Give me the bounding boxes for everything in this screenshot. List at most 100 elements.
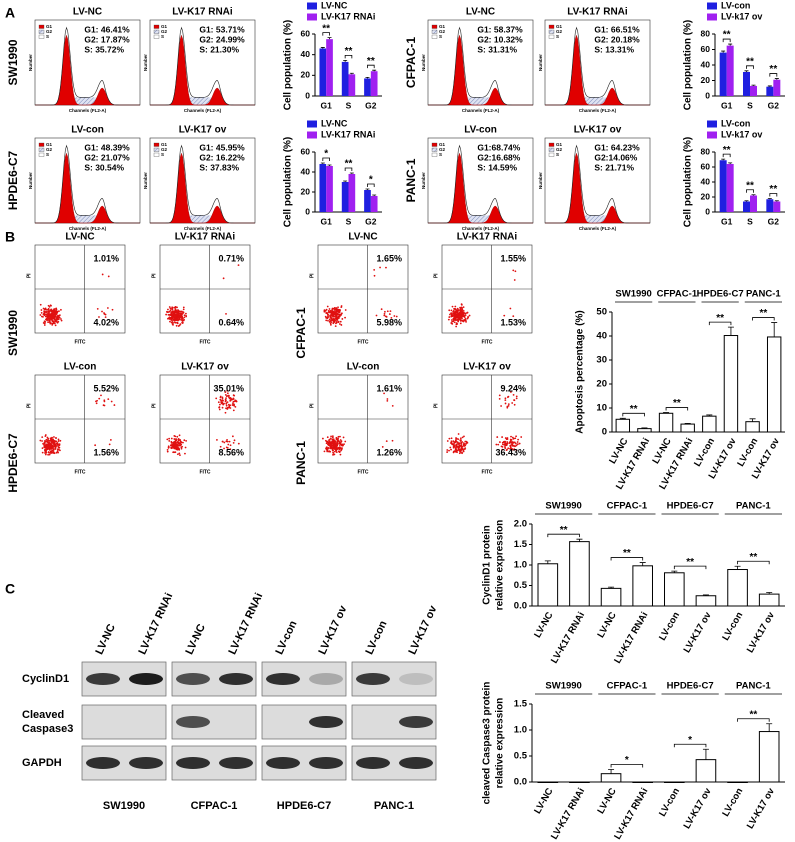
axis-label: PI — [433, 273, 439, 278]
event-dot — [225, 407, 227, 410]
event-dot — [451, 305, 454, 308]
event-dot — [177, 309, 179, 311]
histogram-s-phase — [428, 97, 533, 105]
error-bar — [684, 422, 691, 425]
event-dot — [341, 318, 344, 320]
event-dot — [339, 320, 342, 323]
blot-band — [176, 757, 210, 769]
event-dot — [174, 435, 177, 438]
event-dot — [50, 452, 53, 454]
event-dot — [221, 396, 224, 399]
bar — [600, 587, 622, 607]
x-tick-label: S — [346, 100, 352, 110]
event-dot — [169, 313, 172, 316]
error-bar — [663, 412, 670, 414]
event-dot — [100, 394, 102, 397]
x-tick-label: LV-K17 ov — [745, 786, 777, 831]
event-dot — [453, 314, 455, 316]
event-dot — [453, 443, 456, 445]
bar — [326, 166, 333, 212]
event-dot — [459, 309, 462, 312]
event-dot — [513, 403, 516, 406]
event-dot — [338, 448, 341, 451]
legend-swatch — [38, 24, 45, 29]
bar — [743, 71, 750, 96]
event-dot — [58, 446, 61, 449]
bar — [658, 412, 674, 433]
event-dot — [43, 446, 46, 449]
significance-mark: * — [369, 175, 373, 186]
event-dot — [465, 442, 468, 445]
event-dot — [461, 448, 464, 450]
event-dot — [452, 318, 455, 321]
event-dot — [498, 397, 501, 400]
axis-label: PI — [26, 273, 32, 278]
axis-label: FITC — [481, 469, 492, 475]
event-dot — [173, 438, 176, 440]
event-dot — [171, 308, 174, 311]
event-dot — [332, 438, 335, 441]
quadrant-percent: 9.24% — [500, 383, 526, 393]
group-label: CFPAC-1 — [607, 501, 648, 512]
significance-bracket — [737, 718, 770, 722]
error-bar — [766, 592, 773, 595]
phase-stat: G2: 20.18% — [594, 34, 640, 44]
bar — [743, 201, 750, 212]
event-dot — [184, 446, 187, 449]
event-dot — [43, 443, 45, 446]
event-dot — [448, 313, 451, 316]
histogram-title: LV-K17 ov — [574, 125, 622, 136]
event-dot — [333, 315, 336, 318]
event-dot — [46, 445, 49, 447]
significance-mark: ** — [723, 30, 731, 41]
event-dot — [172, 322, 175, 324]
phase-stat: G2: 17.87% — [84, 34, 130, 44]
significance-mark: ** — [367, 56, 375, 67]
axis-label: Channels (FL2-A) — [579, 226, 617, 231]
event-dot — [506, 441, 509, 443]
event-dot — [449, 446, 452, 449]
bar — [773, 201, 781, 212]
event-dot — [103, 400, 106, 403]
histogram-s-phase — [150, 215, 255, 223]
event-dot — [51, 320, 54, 323]
event-dot — [516, 443, 519, 446]
event-dot — [54, 320, 56, 323]
event-dot — [226, 438, 228, 441]
event-dot — [169, 320, 171, 323]
event-dot — [173, 317, 176, 320]
event-dot — [48, 453, 51, 456]
event-dot — [329, 314, 332, 316]
event-dot — [222, 277, 225, 280]
error-bar — [727, 326, 734, 336]
histogram-s-phase — [35, 97, 140, 105]
event-dot — [96, 399, 98, 402]
row-label: GAPDH — [22, 757, 62, 769]
error-bar — [744, 200, 749, 202]
bar — [758, 593, 780, 607]
event-dot — [453, 321, 456, 324]
event-dot — [177, 438, 180, 440]
event-dot — [57, 451, 60, 454]
significance-bracket — [610, 764, 644, 768]
significance-bracket — [722, 38, 731, 43]
event-dot — [334, 325, 337, 328]
event-dot — [496, 436, 499, 438]
phase-stat: S: 30.54% — [84, 162, 124, 172]
event-dot — [224, 411, 227, 414]
event-dot — [176, 435, 179, 438]
event-dot — [237, 442, 240, 445]
event-dot — [170, 321, 173, 324]
event-dot — [331, 438, 334, 441]
event-dot — [335, 451, 338, 454]
event-dot — [333, 312, 335, 315]
y-axis-label: Cell population (%) — [283, 137, 294, 228]
axis-label: Channels (FL2-A) — [462, 226, 500, 231]
phase-stat: S: 21.30% — [199, 44, 239, 54]
lane-label: LV-K17 ov — [316, 603, 349, 656]
legend-swatch — [153, 147, 160, 152]
y-tick-label: 20 — [301, 186, 311, 196]
y-tick-label: 60 — [301, 28, 311, 38]
y-tick-label: 80 — [701, 146, 711, 156]
x-tick-label: LV-K17 RNAi — [612, 786, 650, 841]
